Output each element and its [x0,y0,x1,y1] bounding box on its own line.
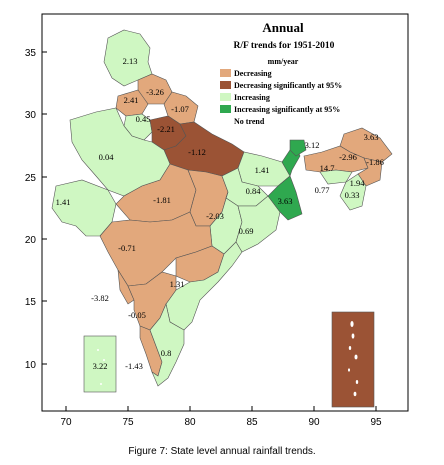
map-legend-block: Annual R/F trends for 1951-2010 mm/year … [220,20,342,126]
island-specks [97,321,359,397]
value-label: -0.71 [118,243,136,253]
x-tick-label: 70 [60,417,72,428]
value-label: 1.41 [255,165,270,175]
legend-swatch-increasing [220,93,231,101]
y-tick-label: 20 [25,235,37,246]
legend-swatch-increasing-significant [220,105,231,113]
value-label: 0.84 [246,186,262,196]
value-label: 0.33 [345,190,360,200]
region-sikkim [289,139,307,157]
value-label: -2.21 [157,124,175,134]
map-subtitle: R/F trends for 1951-2010 [234,41,335,51]
value-label: -2.96 [339,152,357,162]
region-andaman-nicobar [331,311,375,408]
value-label: 0.69 [239,226,254,236]
region-konkan [117,269,135,305]
value-label: -2.03 [206,211,224,221]
value-label: 3.12 [305,140,320,150]
region-meghalaya [319,169,353,185]
legend-swatch-decreasing [220,69,231,77]
value-label: 0.77 [315,185,330,195]
legend-label: Decreasing [234,69,272,78]
figure-caption: Figure 7: State level annual rainfall tr… [128,446,316,457]
y-tick-label: 10 [25,360,37,371]
value-label: 2.41 [124,95,139,105]
legend-label: Decreasing significantly at 95% [234,81,342,90]
value-label: 0.45 [136,114,151,124]
x-tick-label: 75 [122,417,134,428]
legend-label: No trend [234,117,265,126]
region-mizoram [339,173,367,211]
x-tick-label: 95 [370,417,382,428]
x-tick-label: 90 [308,417,320,428]
x-tick-label: 85 [246,417,258,428]
value-label: -1.12 [188,147,206,157]
state-regions [51,29,393,408]
legend-swatch-decreasing-significant [220,81,231,89]
value-label: -3.82 [91,293,109,303]
value-label: 3.63 [278,196,293,206]
region-lakshadweep [83,335,117,393]
region-tamil-nadu [149,303,185,387]
value-label: 2.13 [123,56,138,66]
value-label: 3.63 [364,132,379,142]
y-tick-label: 30 [25,110,37,121]
y-axis: 35 30 25 20 15 10 [25,48,47,371]
legend-label: Increasing significantly at 95% [234,105,340,114]
value-label: -1.43 [125,361,143,371]
value-label: -1.81 [153,195,171,205]
x-tick-label: 80 [184,417,196,428]
value-label: 0.8 [161,348,172,358]
value-label: 3.22 [93,361,108,371]
value-labels: 2.13 -3.26 2.41 -1.07 0.45 -2.21 0.04 -1… [56,56,384,371]
value-label: 14.7 [320,163,335,173]
value-label: 1.41 [56,197,71,207]
legend-label: Increasing [234,93,270,102]
x-axis: 70 75 80 85 90 95 [60,406,382,428]
value-label: -1.07 [171,104,189,114]
region-odisha [235,195,281,253]
y-tick-label: 15 [25,297,37,308]
value-label: 1.31 [170,279,185,289]
value-label: -0.05 [128,310,146,320]
value-label: -1.86 [366,157,384,167]
value-label: -3.26 [146,87,164,97]
value-label: 0.04 [99,152,115,162]
legend-unit: mm/year [268,57,299,66]
y-tick-label: 35 [25,48,37,59]
value-label: 1.94 [350,178,366,188]
y-tick-label: 25 [25,173,37,184]
map-title: Annual [262,20,304,35]
